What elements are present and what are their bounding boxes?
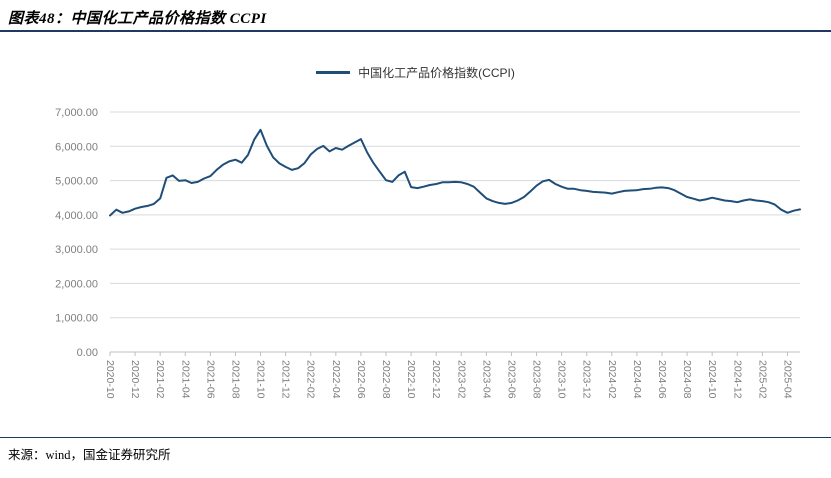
y-axis-label: 3,000.00 <box>55 244 98 256</box>
figure-title: 图表48：中国化工产品价格指数 CCPI <box>8 11 267 27</box>
x-axis-label: 2023-12 <box>581 360 593 399</box>
x-axis-label: 2021-08 <box>229 360 241 399</box>
x-axis-label: 2023-10 <box>556 360 568 399</box>
x-axis-label: 2025-02 <box>756 360 768 399</box>
x-axis-label: 2024-02 <box>606 360 618 399</box>
chart-legend: 中国化工产品价格指数(CCPI) <box>0 64 831 81</box>
x-axis-label: 2023-06 <box>505 360 517 399</box>
x-axis-label: 2021-06 <box>204 360 216 399</box>
x-axis-label: 2025-04 <box>781 360 793 399</box>
x-axis-label: 2021-02 <box>154 360 166 399</box>
x-axis-label: 2023-02 <box>455 360 467 399</box>
y-axis-label: 4,000.00 <box>55 210 98 222</box>
y-axis-label: 5,000.00 <box>55 176 98 188</box>
x-axis-label: 2021-10 <box>255 360 267 399</box>
x-axis-label: 2023-08 <box>531 360 543 399</box>
legend-label: 中国化工产品价格指数(CCPI) <box>358 66 515 80</box>
x-axis-label: 2022-08 <box>380 360 392 399</box>
y-axis-label: 0.00 <box>77 347 98 359</box>
source-note: 来源：wind，国金证券研究所 <box>8 448 171 462</box>
x-axis-label: 2024-04 <box>631 360 643 399</box>
x-axis-label: 2024-08 <box>681 360 693 399</box>
x-axis-label: 2024-10 <box>706 360 718 399</box>
y-axis-label: 7,000.00 <box>55 107 98 119</box>
x-axis-label: 2020-12 <box>129 360 141 399</box>
x-axis-label: 2021-12 <box>280 360 292 399</box>
x-axis-label: 2022-10 <box>405 360 417 399</box>
x-axis-label: 2022-12 <box>430 360 442 399</box>
y-axis-label: 6,000.00 <box>55 141 98 153</box>
x-axis-label: 2024-12 <box>731 360 743 399</box>
x-axis-label: 2021-04 <box>179 360 191 399</box>
x-axis-label: 2023-04 <box>480 360 492 399</box>
ccpi-series-line <box>109 128 801 217</box>
x-axis-label: 2022-02 <box>305 360 317 399</box>
y-axis-label: 1,000.00 <box>55 313 98 325</box>
x-axis-label: 2024-06 <box>656 360 668 399</box>
x-axis-label: 2020-10 <box>104 360 116 399</box>
legend-line-swatch <box>316 71 351 74</box>
x-axis-label: 2022-06 <box>355 360 367 399</box>
footer-rule <box>0 437 831 438</box>
x-axis-label: 2022-04 <box>330 360 342 399</box>
header-rule <box>0 30 831 32</box>
y-axis-label: 2,000.00 <box>55 278 98 290</box>
